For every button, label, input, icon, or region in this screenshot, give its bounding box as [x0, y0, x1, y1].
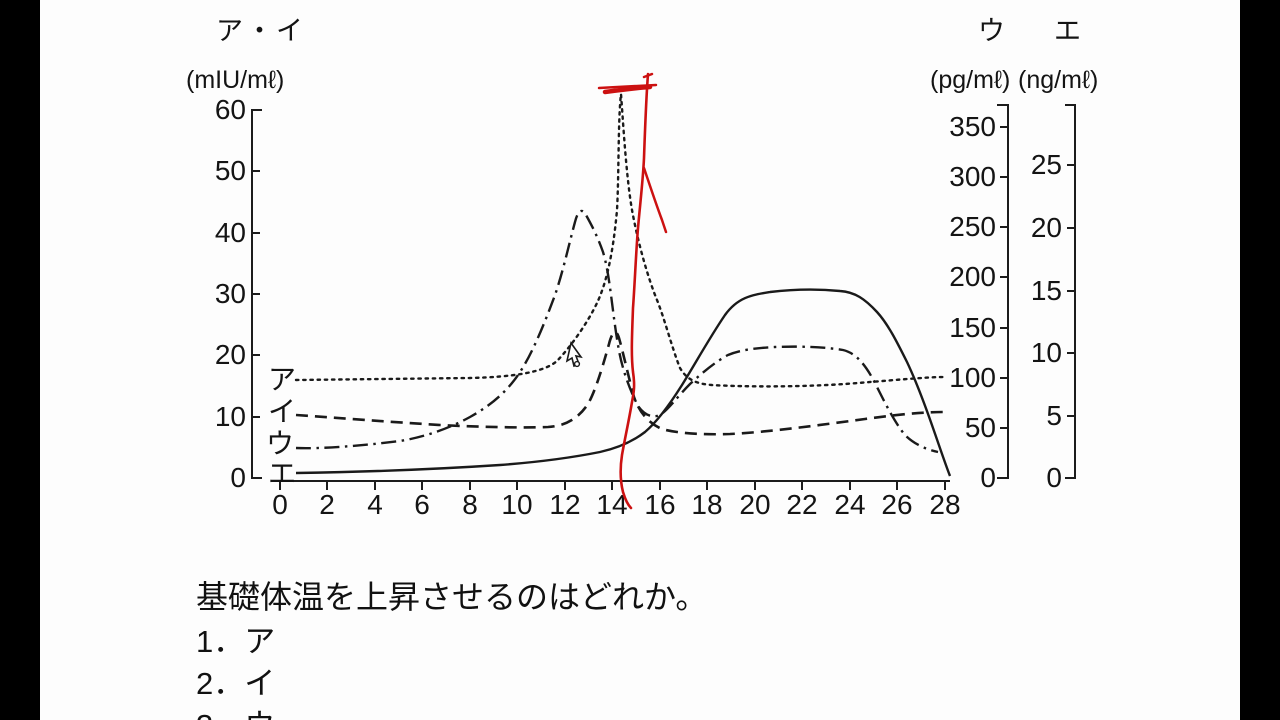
left-tick: 20 — [215, 339, 246, 370]
x-tick: 18 — [691, 489, 722, 520]
ng-tick: 15 — [1031, 275, 1062, 306]
x-tick: 8 — [462, 489, 478, 520]
pg-tick: 0 — [980, 462, 996, 493]
x-tick: 26 — [881, 489, 912, 520]
x-tick: 28 — [929, 489, 960, 520]
pg-axis-unit: (pg/mℓ) — [930, 66, 1010, 94]
curve-label-u: ウ — [266, 428, 294, 459]
left-axis-ticks — [252, 170, 260, 418]
x-tick: 24 — [834, 489, 865, 520]
curve-u-dashdot-estrogen — [295, 209, 939, 454]
curve-a-dotted-LH — [294, 93, 947, 388]
option-3: 3．ウ — [196, 700, 275, 720]
ng-axis-ticks — [1067, 164, 1075, 417]
curve-label-a: ア — [268, 364, 296, 395]
pg-axis-series-label: ウ — [978, 16, 1008, 46]
x-tick: 22 — [786, 489, 817, 520]
x-axis-ticks — [279, 481, 946, 490]
ng-axis-unit: (ng/mℓ) — [1018, 66, 1098, 94]
pg-tick: 150 — [949, 312, 996, 343]
curve-label-e: エ — [268, 458, 296, 489]
left-axis-unit: (mIU/mℓ) — [186, 66, 284, 94]
x-tick: 20 — [739, 489, 770, 520]
x-tick: 0 — [272, 489, 288, 520]
ng-tick: 5 — [1046, 400, 1062, 431]
x-tick: 12 — [549, 489, 580, 520]
ng-axis-series-label: エ — [1054, 16, 1084, 46]
left-tick: 10 — [215, 401, 246, 432]
x-tick: 10 — [501, 489, 532, 520]
left-tick: 60 — [215, 94, 246, 125]
x-tick: 16 — [644, 489, 675, 520]
left-tick: 50 — [215, 155, 246, 186]
red-annotation-ovulation-mark — [597, 72, 668, 510]
curve-i-dashed-FSH — [295, 331, 946, 436]
left-tick: 30 — [215, 278, 246, 309]
ng-tick: 10 — [1031, 337, 1062, 368]
pg-tick: 200 — [949, 261, 996, 292]
option-1: 1．ア — [196, 624, 276, 659]
pg-axis-line — [997, 104, 1009, 479]
x-tick: 6 — [414, 489, 430, 520]
left-tick: 0 — [230, 462, 246, 493]
curve-label-i: イ — [268, 396, 296, 427]
pg-tick: 250 — [949, 211, 996, 242]
left-tick: 40 — [215, 217, 246, 248]
letterbox-right — [1240, 0, 1280, 720]
hormone-cycle-chart: ア・イ (mIU/mℓ) ウ エ (pg/mℓ) (ng/mℓ) 60 50 4… — [186, 16, 1098, 520]
mouse-cursor-icon — [565, 341, 583, 368]
red-diagonal-branch — [642, 166, 668, 234]
left-axis-series-label: ア・イ — [216, 16, 306, 46]
pg-tick: 50 — [965, 412, 996, 443]
pg-axis-ticks — [1000, 126, 1008, 429]
option-2: 2．イ — [196, 666, 276, 701]
ng-tick: 25 — [1031, 149, 1062, 180]
pg-tick: 100 — [949, 362, 996, 393]
question-text: 基礎体温を上昇させるのはどれか。 — [196, 579, 708, 615]
ng-tick: 20 — [1031, 212, 1062, 243]
curve-e-solid-progesterone — [295, 288, 952, 477]
x-tick: 4 — [367, 489, 383, 520]
pg-tick: 350 — [949, 111, 996, 142]
ng-tick: 0 — [1046, 462, 1062, 493]
pg-tick: 300 — [949, 161, 996, 192]
red-vertical-line — [619, 72, 650, 510]
x-tick: 2 — [319, 489, 335, 520]
letterbox-left — [0, 0, 40, 720]
